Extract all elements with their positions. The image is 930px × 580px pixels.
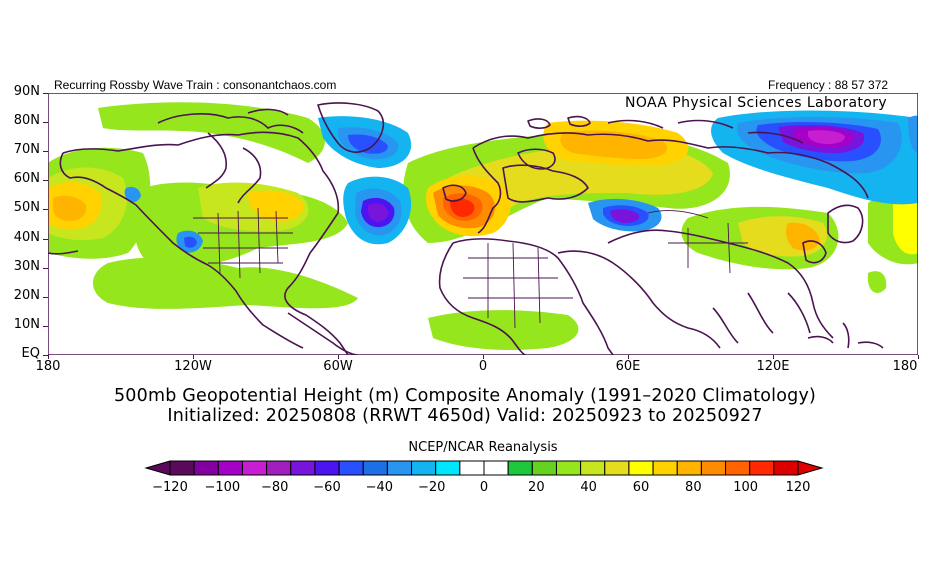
lat-tick <box>43 238 48 240</box>
lon-tick <box>483 355 484 359</box>
colorbar-swatch <box>604 460 630 476</box>
colorbar-tick-label: 120 <box>785 480 811 495</box>
header-source-text: Recurring Rossby Wave Train : consonantc… <box>54 78 337 92</box>
colorbar-swatch <box>531 460 557 476</box>
lat-label: 10N <box>13 316 40 332</box>
colorbar-swatch <box>459 460 485 476</box>
lon-label: 60E <box>615 359 641 374</box>
lab-label: NOAA Physical Sciences Laboratory <box>625 95 888 111</box>
lat-label: 70N <box>13 142 40 158</box>
colorbar-swatch <box>411 460 437 476</box>
lat-label: EQ <box>21 346 40 361</box>
lat-tick <box>43 209 48 211</box>
source-label: NCEP/NCAR Reanalysis <box>408 440 558 455</box>
colorbar-tick-label: 0 <box>479 480 489 495</box>
lon-label: 120E <box>756 359 790 374</box>
colorbar-right-arrow <box>797 460 824 476</box>
colorbar-swatch <box>700 460 727 476</box>
colorbar-swatch <box>338 460 364 476</box>
colorbar-tick-label: 20 <box>528 480 545 495</box>
lat-label: 40N <box>13 229 40 245</box>
title-line-1: 500mb Geopotential Height (m) Composite … <box>113 386 817 406</box>
colorbar-tick-label: −20 <box>417 480 446 495</box>
lon-label: 180 <box>35 359 61 374</box>
colorbar-swatch <box>266 460 292 476</box>
anomaly-contours <box>48 93 918 355</box>
colorbar-swatch <box>652 460 678 476</box>
colorbar-swatch <box>241 460 268 476</box>
colorbar-tick-label: −120 <box>152 480 188 495</box>
colorbar-swatch <box>314 460 340 476</box>
lat-tick <box>43 355 48 356</box>
colorbar-tick-label: 60 <box>632 480 650 495</box>
lat-label: 50N <box>13 200 40 216</box>
lon-tick <box>918 355 919 359</box>
lon-tick <box>193 355 194 359</box>
colorbar-swatch <box>507 460 533 476</box>
colorbar-swatch <box>386 460 413 476</box>
colorbar-swatch <box>676 460 702 476</box>
colorbar-swatch <box>435 460 461 476</box>
colorbar-swatch <box>217 460 243 476</box>
colorbar-swatch <box>773 460 799 476</box>
coastlines <box>48 102 884 355</box>
colorbar-swatch <box>749 460 775 476</box>
colorbar-swatch <box>725 460 751 476</box>
colorbar-swatch <box>580 460 606 476</box>
lat-label: 20N <box>13 287 40 303</box>
lat-label: 90N <box>13 84 40 99</box>
lat-tick <box>43 93 48 94</box>
colorbar-tick-label: 80 <box>685 480 702 495</box>
colorbar-tick-label: −80 <box>260 480 289 495</box>
anomaly-map <box>48 93 918 355</box>
title-line-2: Initialized: 20250808 (RRWT 4650d) Valid… <box>167 406 763 426</box>
colorbar-swatch <box>555 460 582 476</box>
colorbar-swatch <box>169 460 195 476</box>
colorbar-tick-label: 40 <box>580 480 597 495</box>
lon-label: 60W <box>323 359 353 374</box>
lat-tick <box>43 180 48 182</box>
lat-tick <box>43 267 48 269</box>
lat-tick <box>43 325 48 327</box>
colorbar-swatch <box>290 460 316 476</box>
colorbar-swatch <box>362 460 388 476</box>
colorbar-tick-label: −100 <box>204 480 241 495</box>
colorbar-tick-label: −60 <box>313 480 341 495</box>
lat-tick <box>43 122 48 124</box>
lon-tick <box>628 355 629 359</box>
colorbar-left-arrow <box>144 460 171 476</box>
lat-label: 60N <box>13 171 40 187</box>
colorbar-tick-label: −40 <box>365 480 394 495</box>
lat-tick <box>43 296 48 298</box>
lon-tick <box>773 355 774 359</box>
lat-label: 30N <box>13 258 40 274</box>
colorbar-swatch <box>483 460 509 476</box>
lon-label: 180 <box>892 359 918 374</box>
colorbar-swatch <box>193 460 219 476</box>
lon-label: 0 <box>478 359 488 374</box>
colorbar-swatch <box>628 460 654 476</box>
header-frequency-text: Frequency : 88 57 372 <box>768 78 889 92</box>
lon-label: 120W <box>174 359 212 374</box>
lon-tick <box>48 355 49 359</box>
colorbar-tick-label: 100 <box>733 480 759 495</box>
lon-tick <box>338 355 339 359</box>
lat-label: 80N <box>13 113 40 129</box>
lat-tick <box>43 151 48 153</box>
